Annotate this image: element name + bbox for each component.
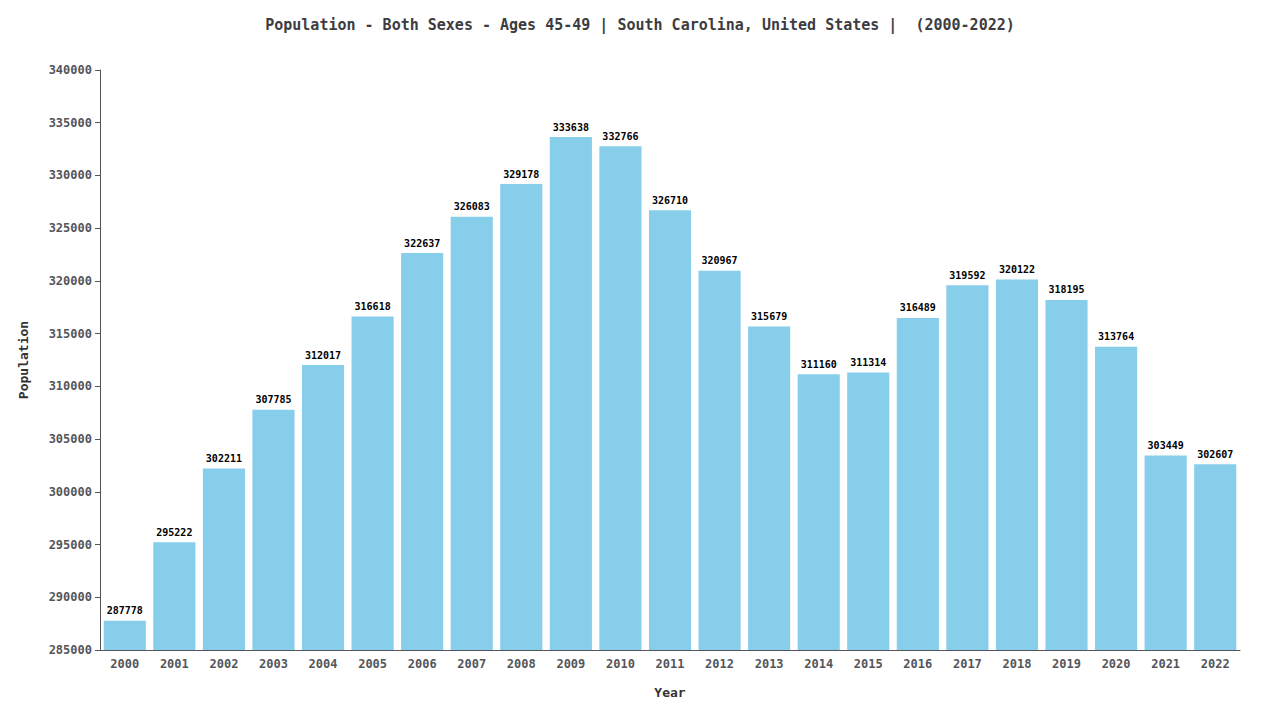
svg-text:287778: 287778 — [107, 605, 143, 616]
svg-text:2009: 2009 — [556, 657, 585, 671]
svg-text:319592: 319592 — [949, 270, 985, 281]
svg-text:2000: 2000 — [110, 657, 139, 671]
svg-text:307785: 307785 — [255, 394, 291, 405]
svg-text:325000: 325000 — [49, 221, 92, 235]
svg-text:295000: 295000 — [49, 538, 92, 552]
svg-text:Year: Year — [654, 685, 685, 700]
svg-text:330000: 330000 — [49, 168, 92, 182]
svg-text:311314: 311314 — [850, 357, 886, 368]
svg-text:312017: 312017 — [305, 350, 341, 361]
svg-text:2021: 2021 — [1151, 657, 1180, 671]
svg-text:310000: 310000 — [49, 379, 92, 393]
svg-text:2004: 2004 — [309, 657, 338, 671]
svg-text:320122: 320122 — [999, 264, 1035, 275]
svg-text:316489: 316489 — [900, 302, 936, 313]
svg-text:302211: 302211 — [206, 453, 242, 464]
svg-text:2001: 2001 — [160, 657, 189, 671]
svg-text:2019: 2019 — [1052, 657, 1081, 671]
svg-text:316618: 316618 — [355, 301, 391, 312]
svg-text:Population: Population — [16, 321, 31, 399]
svg-text:320967: 320967 — [702, 255, 738, 266]
svg-text:2002: 2002 — [209, 657, 238, 671]
svg-text:295222: 295222 — [156, 527, 192, 538]
svg-text:2017: 2017 — [953, 657, 982, 671]
svg-text:2011: 2011 — [656, 657, 685, 671]
svg-text:290000: 290000 — [49, 590, 92, 604]
svg-text:2015: 2015 — [854, 657, 883, 671]
svg-text:320000: 320000 — [49, 274, 92, 288]
svg-text:329178: 329178 — [503, 169, 539, 180]
svg-text:2010: 2010 — [606, 657, 635, 671]
svg-text:333638: 333638 — [553, 122, 589, 133]
svg-text:313764: 313764 — [1098, 331, 1134, 342]
svg-text:315000: 315000 — [49, 327, 92, 341]
svg-text:302607: 302607 — [1197, 449, 1233, 460]
svg-text:340000: 340000 — [49, 63, 92, 77]
svg-text:2006: 2006 — [408, 657, 437, 671]
svg-text:2020: 2020 — [1102, 657, 1131, 671]
svg-text:326083: 326083 — [454, 201, 490, 212]
svg-text:318195: 318195 — [1048, 284, 1084, 295]
svg-text:300000: 300000 — [49, 485, 92, 499]
svg-text:2013: 2013 — [755, 657, 784, 671]
svg-text:2022: 2022 — [1201, 657, 1230, 671]
svg-text:335000: 335000 — [49, 116, 92, 130]
svg-text:2016: 2016 — [903, 657, 932, 671]
svg-text:285000: 285000 — [49, 643, 92, 657]
svg-text:2012: 2012 — [705, 657, 734, 671]
svg-text:303449: 303449 — [1148, 440, 1184, 451]
svg-text:2014: 2014 — [804, 657, 833, 671]
svg-text:326710: 326710 — [652, 195, 688, 206]
svg-text:2007: 2007 — [457, 657, 486, 671]
svg-text:2018: 2018 — [1003, 657, 1032, 671]
svg-text:2005: 2005 — [358, 657, 387, 671]
svg-text:2003: 2003 — [259, 657, 288, 671]
svg-text:311160: 311160 — [801, 359, 837, 370]
svg-text:Population - Both Sexes - Ages: Population - Both Sexes - Ages 45-49 | S… — [265, 16, 1015, 35]
svg-text:322637: 322637 — [404, 238, 440, 249]
svg-text:315679: 315679 — [751, 311, 787, 322]
svg-text:332766: 332766 — [602, 131, 638, 142]
svg-text:305000: 305000 — [49, 432, 92, 446]
svg-text:2008: 2008 — [507, 657, 536, 671]
